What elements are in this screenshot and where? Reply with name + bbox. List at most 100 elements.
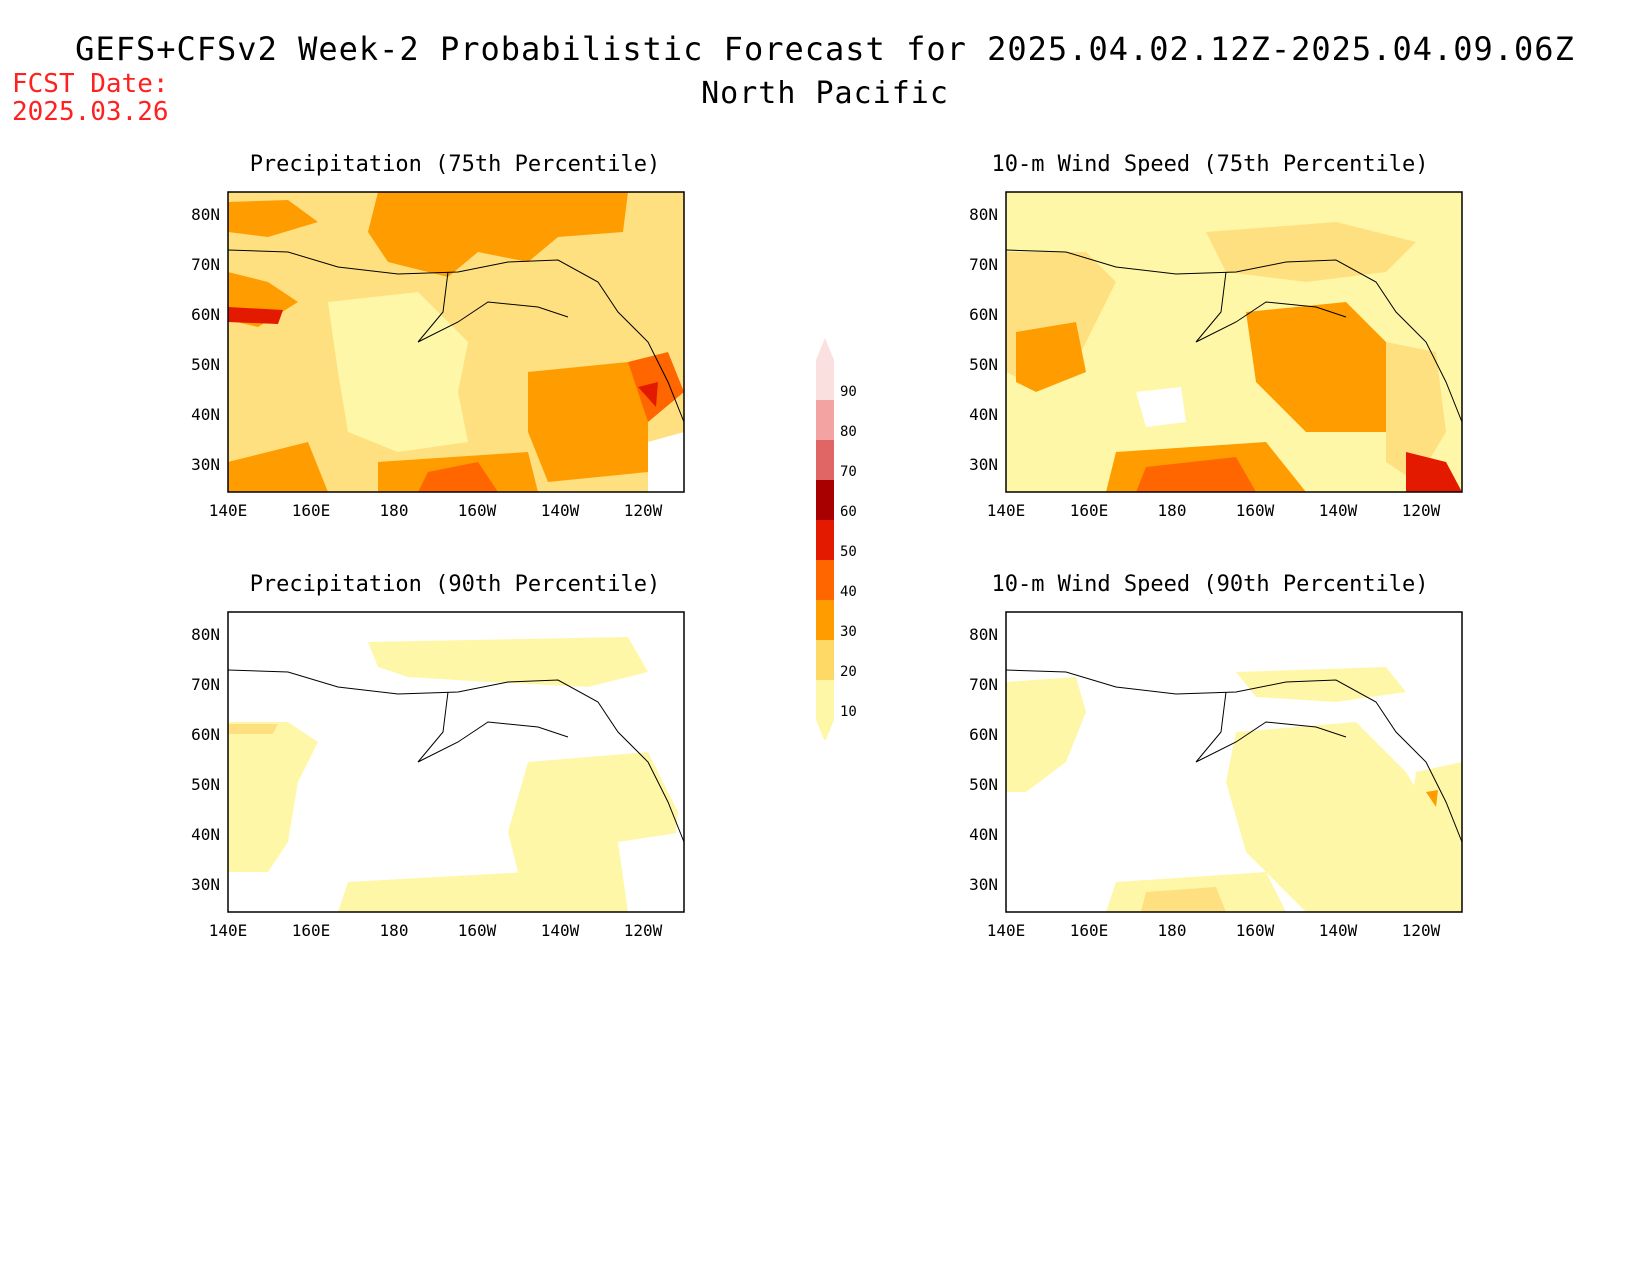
legend-color-box (816, 640, 834, 680)
forecast-date-block: FCST Date: 2025.03.26 (12, 70, 169, 126)
y-tick-label: 60N (191, 305, 220, 324)
wind75-california-core (1406, 452, 1462, 492)
precip75-kamchatka-core (228, 307, 283, 324)
x-tick-label: 180 (380, 501, 409, 520)
x-tick-label: 120W (1402, 921, 1441, 940)
precip75-frame (227, 191, 685, 493)
y-tick-label: 30N (969, 875, 998, 894)
forecast-date-label: FCST Date: (12, 69, 169, 99)
y-tick-label: 70N (191, 675, 220, 694)
x-tick-label: 160W (1236, 501, 1275, 520)
y-tick-label: 60N (969, 305, 998, 324)
y-tick-label: 80N (191, 205, 220, 224)
precip75-arctic-shade (368, 192, 628, 277)
x-tick-label: 140W (541, 501, 580, 520)
precip75-central-light (328, 292, 468, 452)
color-legend: 90 80 70 60 50 40 30 20 10 (816, 338, 857, 740)
wind75-kamchatka-shade (1016, 322, 1086, 392)
y-tick-label: 70N (969, 255, 998, 274)
x-tick-label: 140E (987, 921, 1026, 940)
panel-title-wind-90: 10-m Wind Speed (90th Percentile) (991, 572, 1429, 597)
main-title: GEFS+CFSv2 Week-2 Probabilistic Forecast… (0, 30, 1650, 111)
wind75-alaska-coast (1195, 271, 1347, 343)
wind90-west-shade (1006, 677, 1086, 792)
y-tick-label: 80N (191, 625, 220, 644)
map-wind-75: 80N 70N 60N 50N 40N 30N 140E 160E 180 16… (969, 191, 1463, 520)
wind90-gulf-alaska-shade (1226, 722, 1446, 912)
panel-title-precip-75: Precipitation (75th Percentile) (249, 152, 661, 177)
y-tick-label: 30N (969, 455, 998, 474)
legend-color-box (816, 560, 834, 600)
precip75-nw-shade (228, 200, 318, 237)
precip90-alaska-coast (417, 691, 569, 763)
legend-color-box (816, 440, 834, 480)
wind75-frame (1005, 191, 1463, 493)
x-tick-label: 140E (209, 501, 248, 520)
y-tick-label: 30N (191, 875, 220, 894)
x-tick-label: 160W (458, 921, 497, 940)
map-precip-75: 80N 70N 60N 50N 40N 30N 140E 160E 180 16… (191, 191, 685, 520)
legend-color-box (816, 400, 834, 440)
wind75-gulf-alaska-shade (1246, 302, 1406, 432)
x-tick-label: 160E (1070, 501, 1109, 520)
y-tick-label: 80N (969, 205, 998, 224)
x-tick-label: 160E (292, 921, 331, 940)
legend-color-box (816, 520, 834, 560)
wind75-coastline (1005, 249, 1463, 423)
legend-color-box (816, 680, 834, 720)
y-tick-label: 70N (191, 255, 220, 274)
legend-level-label: 80 (840, 424, 857, 440)
x-tick-label: 140W (1319, 921, 1358, 940)
y-tick-label: 70N (969, 675, 998, 694)
wind75-south-core (1136, 457, 1256, 492)
precip75-coastline (227, 249, 685, 423)
wind90-bc-core (1426, 790, 1438, 807)
precip90-south-shade (338, 872, 538, 912)
precip90-arctic-shade (368, 637, 648, 687)
x-tick-label: 120W (1402, 501, 1441, 520)
wind90-south-core (1141, 887, 1226, 912)
panel-title-wind-75: 10-m Wind Speed (75th Percentile) (991, 152, 1429, 177)
y-tick-label: 50N (969, 355, 998, 374)
map-precip-90: 80N 70N 60N 50N 40N 30N 140E 160E 180 16… (191, 611, 685, 940)
precip90-coastline (227, 669, 685, 843)
legend-level-label: 70 (840, 464, 857, 480)
precip75-alaska-coast (417, 271, 569, 343)
wind90-arctic-shade (1236, 667, 1406, 702)
legend-level-label: 60 (840, 504, 857, 520)
legend-color-box (816, 480, 834, 520)
x-tick-label: 140E (209, 921, 248, 940)
forecast-date-value: 2025.03.26 (12, 97, 169, 127)
panel-title-precip-90: Precipitation (90th Percentile) (249, 572, 661, 597)
x-tick-label: 180 (380, 921, 409, 940)
legend-level-label: 90 (840, 384, 857, 400)
precip90-kamchatka-core (228, 724, 278, 734)
wind75-coast-shade (1386, 342, 1446, 482)
precip75-sw-shade (228, 442, 328, 492)
precip75-south-core (418, 462, 498, 492)
precip90-west-shade (228, 722, 318, 872)
wind90-coastline (1005, 669, 1463, 843)
precip75-ne-pacific-shade (528, 362, 648, 482)
legend-level-label: 50 (840, 544, 857, 560)
x-tick-label: 180 (1158, 921, 1187, 940)
y-tick-label: 50N (191, 775, 220, 794)
legend-color-box (816, 360, 834, 400)
map-wind-90: 80N 70N 60N 50N 40N 30N 140E 160E 180 16… (969, 611, 1463, 940)
y-tick-label: 50N (191, 355, 220, 374)
y-tick-label: 60N (191, 725, 220, 744)
precip90-frame (227, 611, 685, 913)
y-tick-label: 80N (969, 625, 998, 644)
region-title: North Pacific (701, 76, 949, 111)
legend-level-label: 20 (840, 664, 857, 680)
y-tick-label: 30N (191, 455, 220, 474)
y-tick-label: 50N (969, 775, 998, 794)
x-tick-label: 160E (1070, 921, 1109, 940)
wind90-coast-shade (1406, 762, 1462, 912)
y-tick-label: 40N (191, 825, 220, 844)
wind75-blank-patch (1136, 387, 1186, 427)
x-tick-label: 140W (541, 921, 580, 940)
y-tick-label: 40N (969, 825, 998, 844)
chart-title: GEFS+CFSv2 Week-2 Probabilistic Forecast… (75, 30, 1575, 68)
x-tick-label: 140E (987, 501, 1026, 520)
